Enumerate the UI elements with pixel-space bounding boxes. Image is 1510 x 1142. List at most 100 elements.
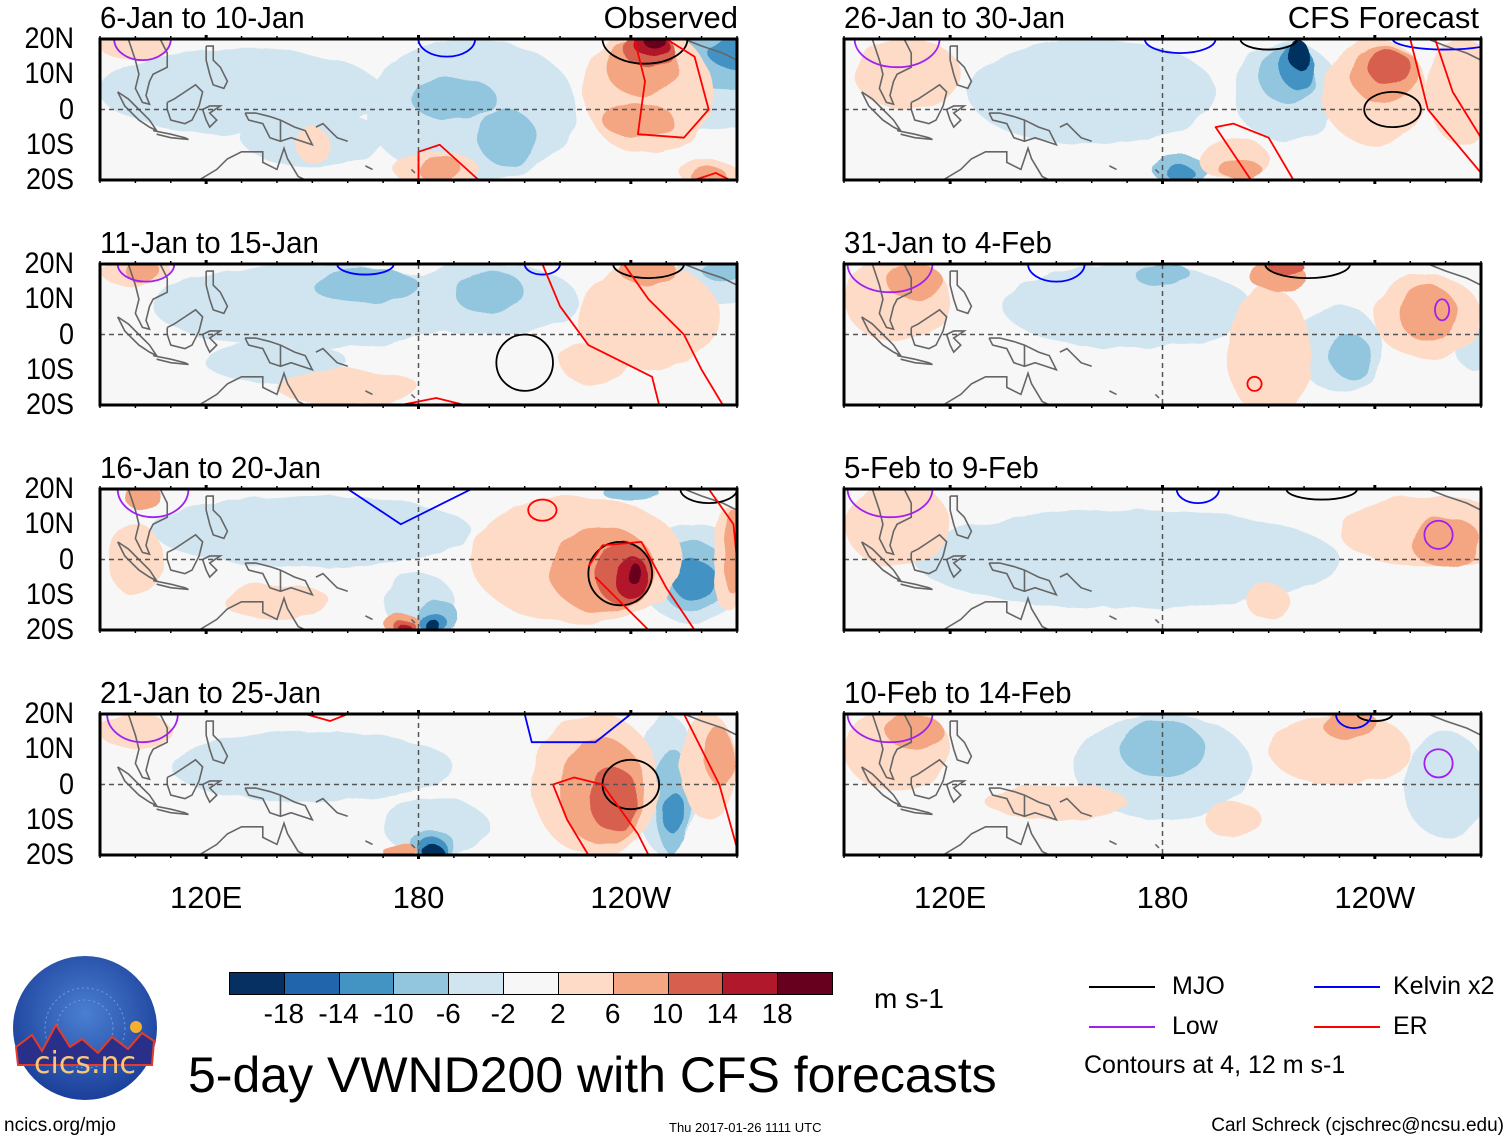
coastline <box>201 330 223 354</box>
coastline <box>896 579 933 591</box>
anomaly-region <box>1219 158 1262 180</box>
coastline <box>244 337 314 372</box>
lat-label: 20S <box>25 613 74 646</box>
map-panel <box>842 260 1483 409</box>
coastline <box>410 168 416 174</box>
anomaly-region <box>577 264 720 370</box>
coastline <box>940 595 1050 630</box>
coastline <box>1059 122 1075 132</box>
coastline <box>152 354 189 366</box>
anomaly-region <box>383 798 490 855</box>
lat-label: 20N <box>24 472 74 505</box>
colorbar-label: -2 <box>490 998 516 1029</box>
er-contour <box>1434 39 1481 139</box>
anomaly-region <box>886 264 944 300</box>
lat-label: 20S <box>25 163 74 196</box>
map-panel <box>842 485 1483 634</box>
colorbar-swatch <box>393 972 450 995</box>
anomaly-region <box>708 39 737 71</box>
er-contour <box>587 540 696 630</box>
mjo-contour <box>601 39 689 65</box>
er-contour <box>552 776 650 855</box>
kelvin-contour <box>1175 489 1221 504</box>
coastline <box>410 393 416 399</box>
coastline <box>166 83 204 125</box>
legend-kelvin-line <box>1314 986 1380 988</box>
coastline <box>166 758 204 800</box>
legend-er-label: ER <box>1393 1012 1428 1040</box>
coastline <box>315 122 331 132</box>
footer-url[interactable]: ncics.org/mjo <box>4 1115 116 1136</box>
er-contour <box>527 498 558 522</box>
er-contour <box>400 397 465 405</box>
coastline <box>1427 489 1481 511</box>
coastline <box>949 720 973 765</box>
coastline <box>201 780 223 804</box>
kelvin-contour <box>347 489 472 526</box>
coastline <box>205 45 229 90</box>
coastline <box>1073 355 1092 367</box>
anomaly-region <box>701 264 737 282</box>
coastline <box>205 270 229 315</box>
coastline <box>871 714 913 781</box>
low-contour <box>106 714 179 744</box>
colorbar-swatch <box>448 972 505 995</box>
coastline <box>1154 618 1160 624</box>
kelvin-contour <box>1027 264 1086 283</box>
anomaly-region <box>1289 42 1312 71</box>
coastline <box>410 843 416 849</box>
coastline <box>871 264 913 331</box>
low-contour <box>1423 519 1454 550</box>
anomaly-region <box>1268 264 1305 275</box>
contour-note: Contours at 4, 12 m s-1 <box>1084 1051 1346 1079</box>
mjo-contour <box>1356 714 1394 722</box>
anomaly-region <box>967 39 1216 145</box>
coastline <box>152 579 189 591</box>
footer-credit: Carl Schreck (cjschrec@ncsu.edu) <box>1211 1115 1504 1136</box>
anomaly-region <box>124 264 161 282</box>
coastline <box>166 533 204 575</box>
lat-label: 10S <box>25 352 74 386</box>
er-contour <box>541 264 661 405</box>
panel-title: 26-Jan to 30-Jan <box>844 0 1066 35</box>
anomaly-region <box>560 341 631 384</box>
map-panel <box>98 710 739 859</box>
legend-mjo-line <box>1089 986 1155 988</box>
coastline <box>949 270 973 315</box>
coastline <box>127 39 169 106</box>
lon-label: 120W <box>590 880 672 915</box>
colorbar-swatch <box>777 972 833 995</box>
coastline <box>940 370 1050 405</box>
panel-title: 21-Jan to 25-Jan <box>100 675 322 710</box>
coastline <box>1059 797 1075 807</box>
coastline <box>244 112 314 147</box>
anomaly-region <box>1399 285 1457 342</box>
anomaly-region <box>1003 264 1251 349</box>
anomaly-region <box>478 109 536 166</box>
kelvin-contour <box>1391 39 1481 51</box>
anomaly-region <box>153 496 472 567</box>
lat-label: 20N <box>24 22 74 55</box>
coastline <box>1059 572 1075 582</box>
anomaly-region <box>644 39 667 50</box>
coastline <box>910 533 948 575</box>
colorbar-label: -10 <box>373 998 414 1029</box>
colorbar-swatch <box>338 972 395 995</box>
kelvin-contour <box>1335 714 1373 729</box>
lat-label: 0 <box>58 92 74 126</box>
er-contour <box>417 143 480 180</box>
lat-label: 0 <box>58 767 74 801</box>
anomaly-region <box>418 155 461 180</box>
coastline <box>1109 840 1117 846</box>
coastline <box>945 555 967 579</box>
coastline <box>152 129 189 141</box>
anomaly-region <box>1410 517 1481 567</box>
lat-label: 10S <box>25 802 74 836</box>
anomaly-region <box>425 619 440 630</box>
lat-label: 10N <box>24 507 74 541</box>
er-contour <box>594 576 650 630</box>
coastline <box>1154 168 1160 174</box>
coastline <box>945 330 967 354</box>
coastline <box>127 714 169 781</box>
mjo-contour <box>1239 39 1298 51</box>
